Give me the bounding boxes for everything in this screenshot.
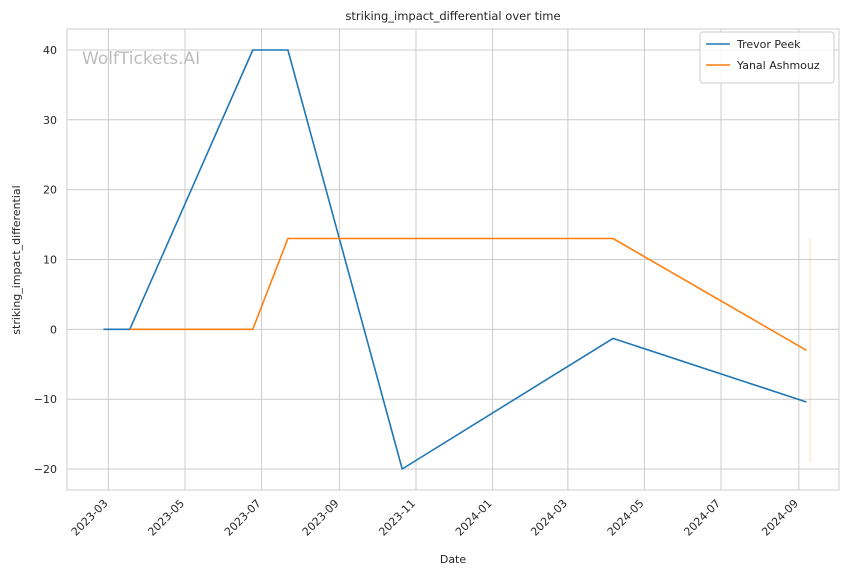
watermark: WolfTickets.AI bbox=[82, 49, 200, 69]
y-tick-label: 0 bbox=[50, 323, 57, 336]
x-tick-label: 2023-07 bbox=[222, 497, 264, 539]
legend-label-trevor-peek: Trevor Peek bbox=[736, 38, 801, 51]
x-tick-label: 2024-09 bbox=[759, 497, 801, 539]
x-tick-label: 2024-07 bbox=[681, 497, 723, 539]
y-axis-label: striking_impact_differential bbox=[10, 185, 23, 334]
x-tick-label: 2024-01 bbox=[453, 497, 495, 539]
y-tick-label: 30 bbox=[43, 114, 57, 127]
chart-title: striking_impact_differential over time bbox=[345, 9, 560, 23]
x-tick-label: 2023-05 bbox=[145, 497, 187, 539]
x-tick-label: 2023-11 bbox=[376, 497, 418, 539]
legend: Trevor Peek Yanal Ashmouz bbox=[699, 31, 835, 84]
x-axis-label: Date bbox=[440, 553, 467, 566]
plot-frame bbox=[66, 28, 840, 491]
legend-frame bbox=[699, 31, 835, 84]
series-layer bbox=[103, 49, 811, 470]
y-tick-label: −20 bbox=[34, 463, 57, 476]
y-tick-label: 10 bbox=[43, 254, 57, 267]
series-line-yanal-ashmouz bbox=[129, 237, 807, 351]
x-tick-label: 2023-03 bbox=[69, 497, 111, 539]
legend-label-yanal-ashmouz: Yanal Ashmouz bbox=[736, 59, 820, 72]
y-tick-label: −10 bbox=[34, 393, 57, 406]
y-tick-label: 20 bbox=[43, 184, 57, 197]
y-tick-label: 40 bbox=[43, 44, 57, 57]
x-tick-label: 2023-09 bbox=[300, 497, 342, 539]
x-tick-label: 2024-05 bbox=[605, 497, 647, 539]
x-tick-label: 2024-03 bbox=[528, 497, 570, 539]
